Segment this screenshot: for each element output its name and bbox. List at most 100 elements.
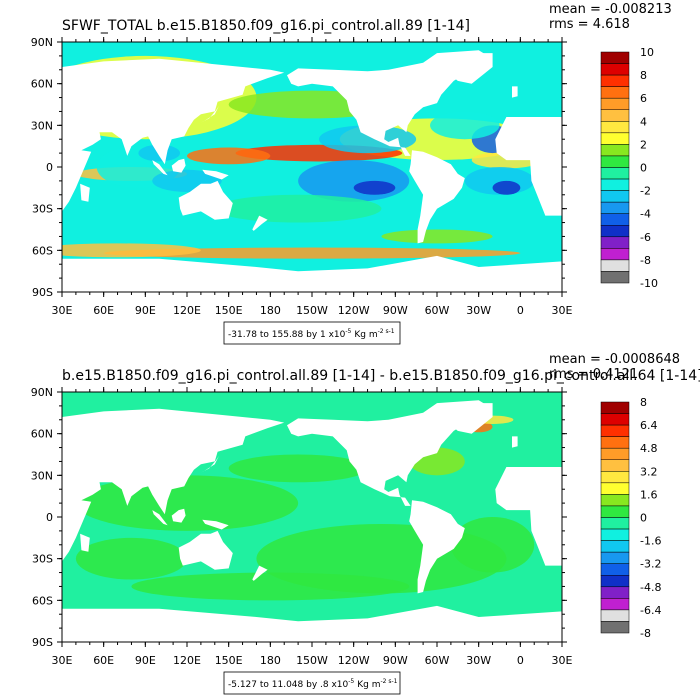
colorbar-swatch [600,155,630,168]
colorbar-swatch [600,86,630,99]
y-tick-label: 30N [31,119,53,132]
colorbar-label: -3.2 [640,558,661,571]
map-panel-2: 30E 60E 90E 120E 150E 180 150W 120W 90W 60W 30W 0 30… [31,352,700,695]
colorbar-label: -10 [640,277,658,290]
x-tick-label: 30E [52,304,73,317]
colorbar-swatch [600,413,630,426]
x-tick-label: 60E [93,304,114,317]
x-tick-label: 30E [52,654,73,667]
colorbar-swatch [600,482,630,495]
y-tick-label: 90N [31,36,53,49]
north-america-landmass [287,50,493,156]
colorbar-label: 0 [640,162,647,175]
y-tick-label: 60N [31,78,53,91]
y-tick-label: 60S [32,594,53,607]
colorbar-swatch [600,540,630,553]
x-tick-label: 150E [215,654,243,667]
x-tick-label: 30E [552,304,573,317]
eurasia-africa-landmass [62,408,285,562]
colorbar-swatch [600,609,630,622]
map-panel-1: 30E 60E 90E 120E 150E 180 150W 120W 90W 60W 30W 0 30… [31,2,672,345]
colorbar-swatch [600,471,630,484]
units-exponent: -2 s-1 [380,678,397,685]
range-box [223,321,401,345]
field-blob [75,537,187,580]
mean-value: mean = -0.0008648 [549,352,680,367]
colorbar-swatch [600,190,630,203]
units-text: Kg m [354,330,377,340]
mean-value: mean = -0.008213 [549,2,672,17]
colorbar-label: -8 [640,254,651,267]
new-guinea-landmass [202,169,229,180]
colorbar-swatch [600,401,630,414]
colorbar-swatch [600,132,630,145]
sumatra-landmass [152,510,168,526]
field-blob [103,247,521,259]
colorbar-label: -6.4 [640,604,661,617]
new-zealand-landmass [252,565,268,581]
field-blob [214,194,382,223]
x-tick-label: 120E [173,304,201,317]
y-tick-label: 90S [32,636,53,649]
colorbar-swatch [600,178,630,191]
field-blob [430,111,500,140]
colorbar-label: 8 [640,396,647,409]
sumatra-landmass [152,160,168,176]
colorbar-label: -6 [640,231,651,244]
y-tick-label: 30S [32,553,53,566]
colorbar-swatch [600,436,630,449]
y-tick-label: 90N [31,386,53,399]
land-mask [62,400,562,642]
x-tick-label: 0 [517,654,524,667]
colorbar-swatch [600,459,630,472]
colorbar-swatch [600,74,630,87]
x-tick-label: 90W [383,654,408,667]
range-text: -5.127 to 11.048 by .8 x10 [228,680,349,690]
x-tick-label: 60W [425,654,450,667]
x-tick-label: 180 [260,304,281,317]
colorbar-label: -1.6 [640,535,661,548]
colorbar-swatch [600,121,630,134]
australia-landmass [178,180,233,220]
colorbar-label: 10 [640,46,654,59]
colorbar-swatch [600,167,630,180]
range-box [223,671,401,695]
colorbar-swatch [600,248,630,261]
colorbar-swatch [600,259,630,272]
x-tick-label: 60W [425,304,450,317]
south-pole-mask [62,275,562,292]
colorbar-label: -8 [640,627,651,640]
british-isles-landmass [512,436,518,448]
y-tick-label: 0 [46,511,53,524]
africa-west-landmass [495,467,562,566]
colorbar-swatch [600,598,630,611]
australia-landmass [178,530,233,570]
africa-west-landmass [495,117,562,216]
new-guinea-landmass [202,519,229,530]
x-tick-label: 0 [517,304,524,317]
colorbar-swatch [600,51,630,64]
north-america-landmass [287,400,493,506]
colorbar-label: 6.4 [640,419,658,432]
colorbar-label: -4 [640,208,651,221]
colorbar-label: 0 [640,512,647,525]
colorbar-swatch [600,97,630,110]
madagascar-landmass [80,533,90,552]
colorbar-swatch [600,213,630,226]
greenland-landmass [437,53,493,84]
x-tick-label: 120W [338,304,370,317]
x-tick-label: 150E [215,304,243,317]
new-zealand-landmass [252,215,268,231]
x-tick-label: 90E [135,654,156,667]
field-blob [75,475,299,531]
colorbar-swatch [600,225,630,238]
eurasia-africa-landmass [62,58,285,212]
field-blob [450,517,535,573]
colorbar-label: -2 [640,185,651,198]
field-blob [131,572,410,601]
x-tick-label: 30W [466,654,491,667]
x-tick-label: 120W [338,654,370,667]
colorbar-label: 8 [640,69,647,82]
field-blob [381,229,493,244]
